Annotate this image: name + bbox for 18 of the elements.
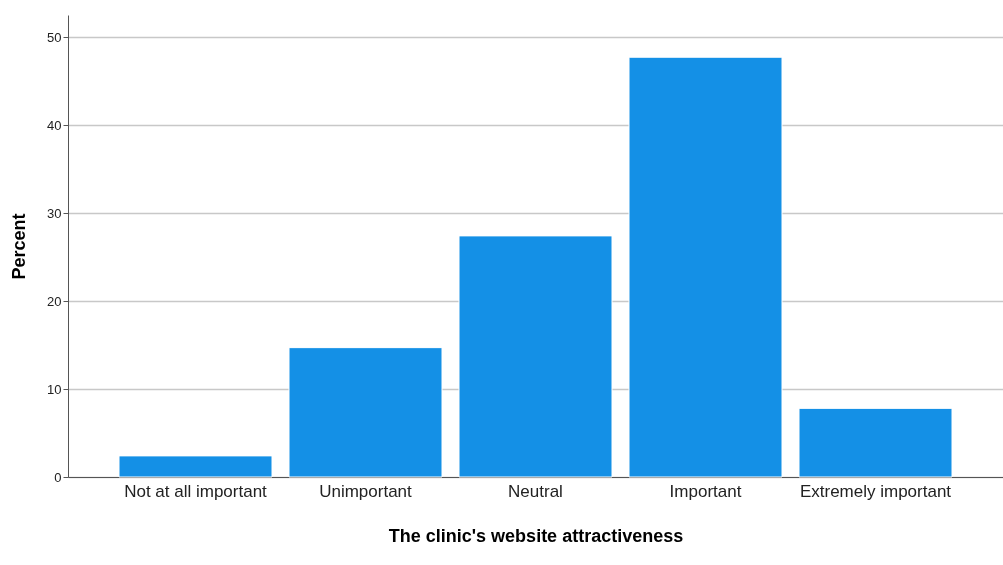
bar: [118, 455, 273, 478]
bar: [288, 347, 443, 478]
bar: [458, 235, 613, 478]
y-tick-label: 50: [47, 29, 62, 45]
x-tick-label: Not at all important: [124, 481, 268, 501]
y-tick-label: 40: [47, 117, 62, 133]
bar: [628, 56, 783, 478]
x-tick-label: Extremely important: [799, 481, 952, 501]
y-tick-label: 20: [47, 293, 62, 309]
y-axis-title: Percent: [9, 213, 30, 280]
y-tick-label: 10: [47, 381, 62, 397]
x-tick-label: Neutral: [508, 481, 563, 501]
bar: [798, 407, 953, 478]
x-axis-title: The clinic's website attractiveness: [388, 525, 684, 546]
y-tick-label: 0: [54, 469, 62, 485]
y-tick-label: 30: [47, 205, 62, 221]
x-tick-label: Important: [669, 481, 742, 501]
x-tick-label: Unimportant: [319, 481, 413, 501]
